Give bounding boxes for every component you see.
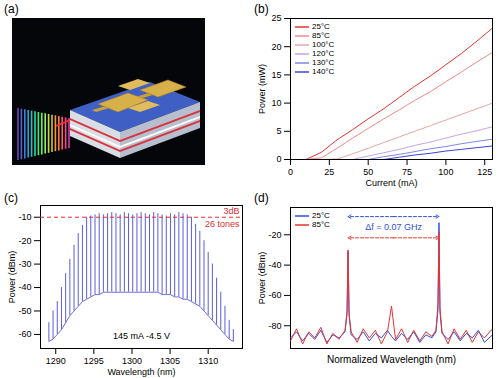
svg-text:-20: -20: [18, 236, 31, 246]
html-text:100°C: 100°C: [312, 40, 335, 49]
svg-text:1295: 1295: [84, 356, 104, 366]
svg-text:-30: -30: [18, 259, 31, 269]
svg-text:Power (mW): Power (mW): [257, 64, 267, 114]
svg-text:26 tones: 26 tones: [205, 219, 240, 229]
svg-text:-40: -40: [268, 260, 281, 270]
svg-text:-10: -10: [18, 212, 31, 222]
svg-text:20: 20: [271, 42, 281, 52]
svg-text:75: 75: [402, 167, 412, 177]
html-text:85°C: 85°C: [312, 220, 330, 229]
html-text:85°C: 85°C: [312, 31, 330, 40]
svg-text:Current (mA): Current (mA): [365, 178, 417, 188]
svg-text:50: 50: [363, 167, 373, 177]
html-text:(a): (a): [4, 2, 19, 16]
svg-text:Power (dBm): Power (dBm): [7, 251, 17, 304]
svg-text:Δf = 0.07 GHz: Δf = 0.07 GHz: [365, 222, 422, 232]
svg-text:1310: 1310: [198, 356, 218, 366]
svg-text:25: 25: [271, 13, 281, 23]
html-text:120°C: 120°C: [312, 49, 335, 58]
svg-text:-60: -60: [268, 290, 281, 300]
svg-text:145 mA -4.5 V: 145 mA -4.5 V: [113, 331, 170, 341]
html-text:140°C: 140°C: [312, 67, 335, 76]
svg-text:1305: 1305: [160, 356, 180, 366]
svg-text:3dB: 3dB: [223, 206, 239, 216]
html-text:(c): (c): [4, 191, 18, 205]
svg-text:Power (dBm): Power (dBm): [257, 252, 267, 305]
svg-text:-40: -40: [18, 282, 31, 292]
svg-text:1290: 1290: [46, 356, 66, 366]
svg-text:0: 0: [276, 154, 281, 164]
svg-text:5: 5: [276, 126, 281, 136]
svg-text:-60: -60: [18, 329, 31, 339]
svg-text:-20: -20: [268, 230, 281, 240]
svg-text:10: 10: [271, 98, 281, 108]
html-text:(d): (d): [254, 191, 269, 205]
svg-text:1300: 1300: [122, 356, 142, 366]
svg-text:125: 125: [477, 167, 492, 177]
svg-text:Wavelength (nm): Wavelength (nm): [107, 367, 175, 377]
svg-text:100: 100: [438, 167, 453, 177]
html-text:25°C: 25°C: [312, 22, 330, 31]
html-text:130°C: 130°C: [312, 58, 335, 67]
svg-text:0: 0: [288, 167, 293, 177]
svg-text:15: 15: [271, 70, 281, 80]
svg-text:25: 25: [324, 167, 334, 177]
svg-text:-80: -80: [268, 321, 281, 331]
html-text:(b): (b): [254, 2, 269, 16]
svg-text:Normalized Wavelength (nm): Normalized Wavelength (nm): [327, 354, 456, 365]
html-text:25°C: 25°C: [312, 211, 330, 220]
svg-text:-50: -50: [18, 306, 31, 316]
